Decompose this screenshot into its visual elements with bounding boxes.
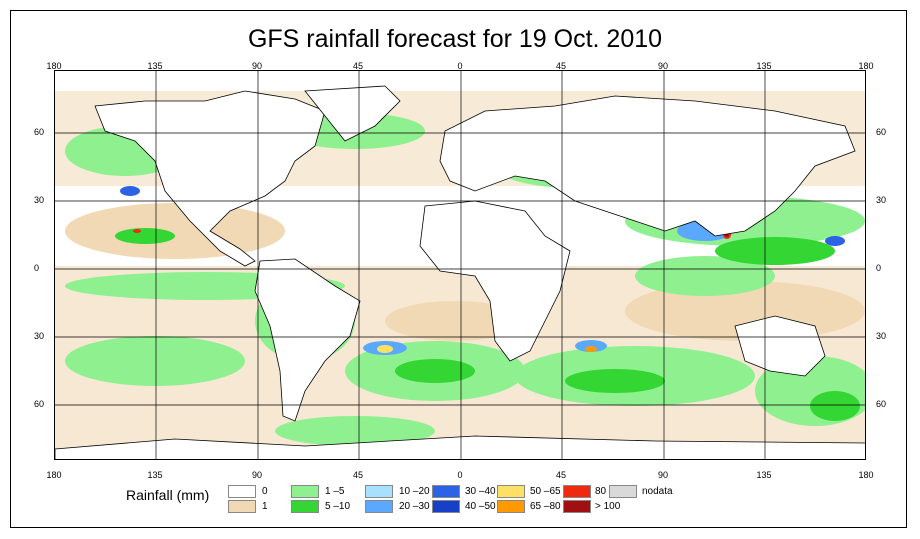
legend-label: 1 –5 bbox=[325, 486, 345, 497]
lon-tick-top: 90 bbox=[251, 61, 263, 71]
lat-tick-left: 30 bbox=[34, 331, 45, 341]
legend-swatch bbox=[497, 485, 525, 498]
lon-tick-bottom: 90 bbox=[657, 470, 669, 480]
legend-label: 20 –30 bbox=[399, 501, 430, 512]
legend-label: nodata bbox=[642, 486, 673, 497]
figure-frame bbox=[10, 10, 907, 528]
legend-swatch bbox=[432, 500, 460, 513]
legend-swatch bbox=[291, 485, 319, 498]
legend-label: 50 –65 bbox=[530, 486, 561, 497]
legend-swatch bbox=[228, 500, 256, 513]
lon-tick-top: 90 bbox=[657, 61, 669, 71]
lon-tick-top: 135 bbox=[147, 61, 163, 71]
map-canvas bbox=[55, 71, 865, 459]
legend-label: 10 –20 bbox=[399, 486, 430, 497]
lon-tick-bottom: 180 bbox=[46, 470, 62, 480]
legend-label: 1 bbox=[262, 501, 268, 512]
legend-swatch bbox=[228, 485, 256, 498]
legend-label: 40 –50 bbox=[465, 501, 496, 512]
lat-tick-right: 60 bbox=[876, 127, 887, 137]
legend-label: > 100 bbox=[595, 501, 621, 512]
legend-swatch bbox=[609, 485, 637, 498]
lon-tick-top: 180 bbox=[46, 61, 62, 71]
legend-swatch bbox=[432, 485, 460, 498]
lat-tick-left: 30 bbox=[34, 195, 45, 205]
lat-tick-left: 60 bbox=[34, 127, 45, 137]
lat-tick-left: 0 bbox=[34, 263, 40, 273]
lon-tick-top: 180 bbox=[858, 61, 874, 71]
lat-tick-right: 0 bbox=[876, 263, 882, 273]
lat-tick-right: 60 bbox=[876, 399, 887, 409]
legend-swatch bbox=[291, 500, 319, 513]
legend-label: 0 bbox=[262, 486, 268, 497]
map-title: GFS rainfall forecast for 19 Oct. 2010 bbox=[247, 25, 663, 53]
lat-tick-left: 60 bbox=[34, 399, 45, 409]
legend-label: 30 –40 bbox=[465, 486, 496, 497]
lat-tick-right: 30 bbox=[876, 195, 887, 205]
legend-label: 65 –80 bbox=[530, 501, 561, 512]
legend-swatch bbox=[365, 485, 393, 498]
legend-swatch bbox=[563, 485, 591, 498]
legend-label: 5 –10 bbox=[325, 501, 351, 512]
lon-tick-bottom: 135 bbox=[756, 470, 772, 480]
lon-tick-bottom: 90 bbox=[251, 470, 263, 480]
lon-tick-bottom: 45 bbox=[352, 470, 364, 480]
lon-tick-bottom: 180 bbox=[858, 470, 874, 480]
graticule bbox=[55, 71, 865, 459]
legend-swatch bbox=[365, 500, 393, 513]
legend-swatch bbox=[563, 500, 591, 513]
lon-tick-bottom: 135 bbox=[147, 470, 163, 480]
world-rainfall-map bbox=[54, 70, 866, 460]
lon-tick-top: 45 bbox=[352, 61, 364, 71]
lon-tick-bottom: 45 bbox=[555, 470, 567, 480]
legend-title: Rainfall (mm) bbox=[126, 487, 210, 503]
legend-swatch bbox=[497, 500, 525, 513]
lon-tick-bottom: 0 bbox=[457, 470, 463, 480]
lon-tick-top: 0 bbox=[457, 61, 463, 71]
lat-tick-right: 30 bbox=[876, 331, 887, 341]
lon-tick-top: 45 bbox=[555, 61, 567, 71]
lon-tick-top: 135 bbox=[756, 61, 772, 71]
